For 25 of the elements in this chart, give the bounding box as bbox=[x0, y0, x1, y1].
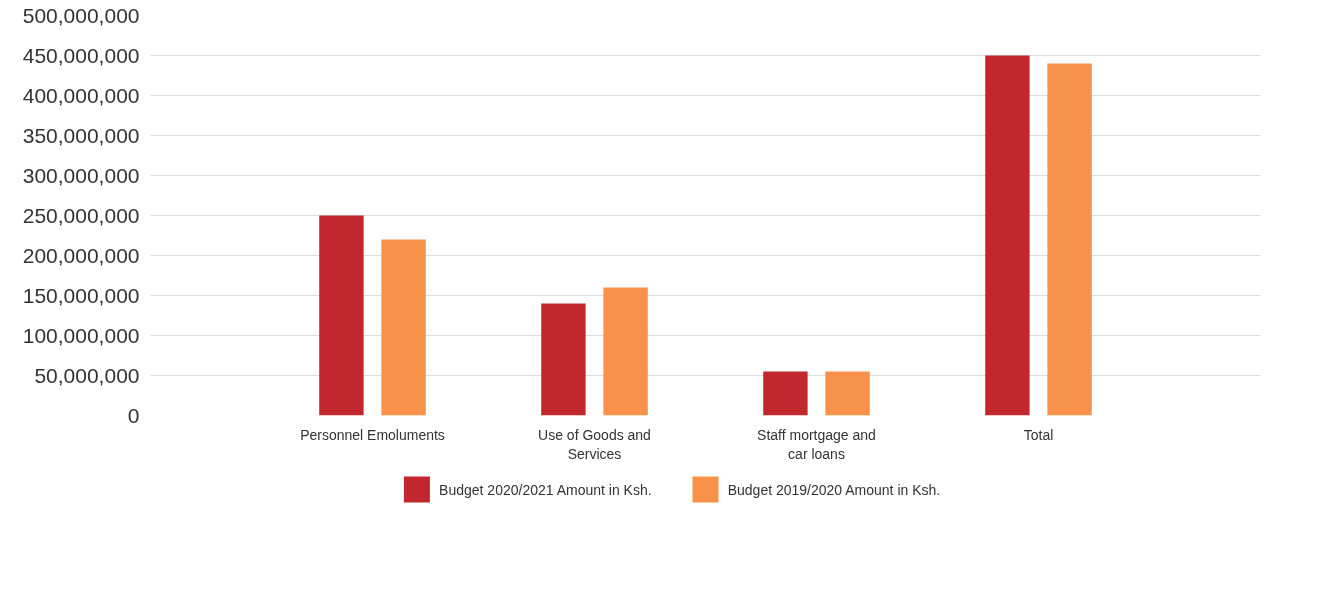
bar bbox=[985, 55, 1030, 416]
bar bbox=[603, 287, 648, 416]
bar bbox=[319, 215, 364, 416]
legend-label: Budget 2019/2020 Amount in Ksh. bbox=[727, 481, 941, 498]
bar bbox=[541, 303, 586, 416]
y-tick-label: 250,000,000 bbox=[22, 203, 140, 227]
bar bbox=[1047, 63, 1092, 416]
x-tick-label: Personnel Emoluments bbox=[300, 426, 445, 443]
x-tick-label: Use of Goods and Services bbox=[538, 426, 651, 462]
y-tick-label: 200,000,000 bbox=[22, 243, 140, 267]
y-tick-label: 100,000,000 bbox=[22, 323, 140, 347]
y-tick-label: 0 bbox=[127, 403, 140, 427]
y-tick-label: 500,000,000 bbox=[22, 3, 140, 27]
y-tick-label: 50,000,000 bbox=[34, 363, 140, 387]
y-tick-label: 400,000,000 bbox=[22, 83, 140, 107]
y-tick-label: 350,000,000 bbox=[22, 123, 140, 147]
bar bbox=[763, 371, 808, 416]
bar bbox=[381, 239, 426, 416]
bar bbox=[825, 371, 870, 416]
legend-label: Budget 2020/2021 Amount in Ksh. bbox=[439, 481, 652, 498]
y-tick-label: 450,000,000 bbox=[22, 43, 140, 67]
y-tick-label: 150,000,000 bbox=[22, 283, 140, 307]
x-tick-label: Total bbox=[1023, 426, 1054, 443]
x-tick-label: Staff mortgage and car loans bbox=[757, 426, 876, 462]
y-tick-label: 300,000,000 bbox=[22, 163, 140, 187]
